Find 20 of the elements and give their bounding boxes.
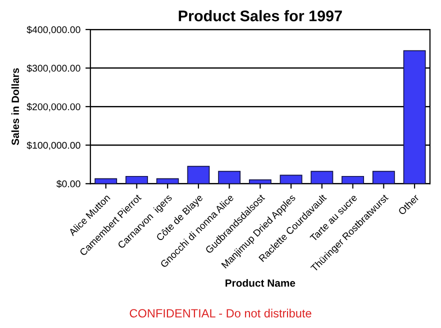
bar bbox=[280, 174, 302, 184]
text: CONFIDENTIAL - Do not distribute bbox=[130, 308, 312, 318]
bar bbox=[187, 166, 210, 184]
chart-title: Product Sales for 1997 bbox=[178, 10, 342, 22]
bar bbox=[342, 176, 364, 184]
y-tick-label: $300,000.00 bbox=[26, 64, 80, 73]
y-tick-label: $100,000.00 bbox=[26, 141, 80, 150]
bar bbox=[372, 170, 395, 184]
bar bbox=[156, 178, 179, 184]
y-axis-title: Sales in Dollars bbox=[11, 68, 20, 146]
bar bbox=[125, 176, 148, 184]
bar bbox=[94, 178, 118, 184]
y-tick-label: $400,000.00 bbox=[26, 26, 80, 34]
bar bbox=[218, 170, 241, 184]
bar bbox=[403, 50, 426, 184]
x-axis-title: Product Name bbox=[226, 279, 296, 287]
bar bbox=[310, 170, 334, 184]
bar bbox=[248, 179, 272, 184]
y-tick-label: $200,000.00 bbox=[26, 102, 80, 112]
y-tick-label: $0.00 bbox=[56, 180, 80, 188]
